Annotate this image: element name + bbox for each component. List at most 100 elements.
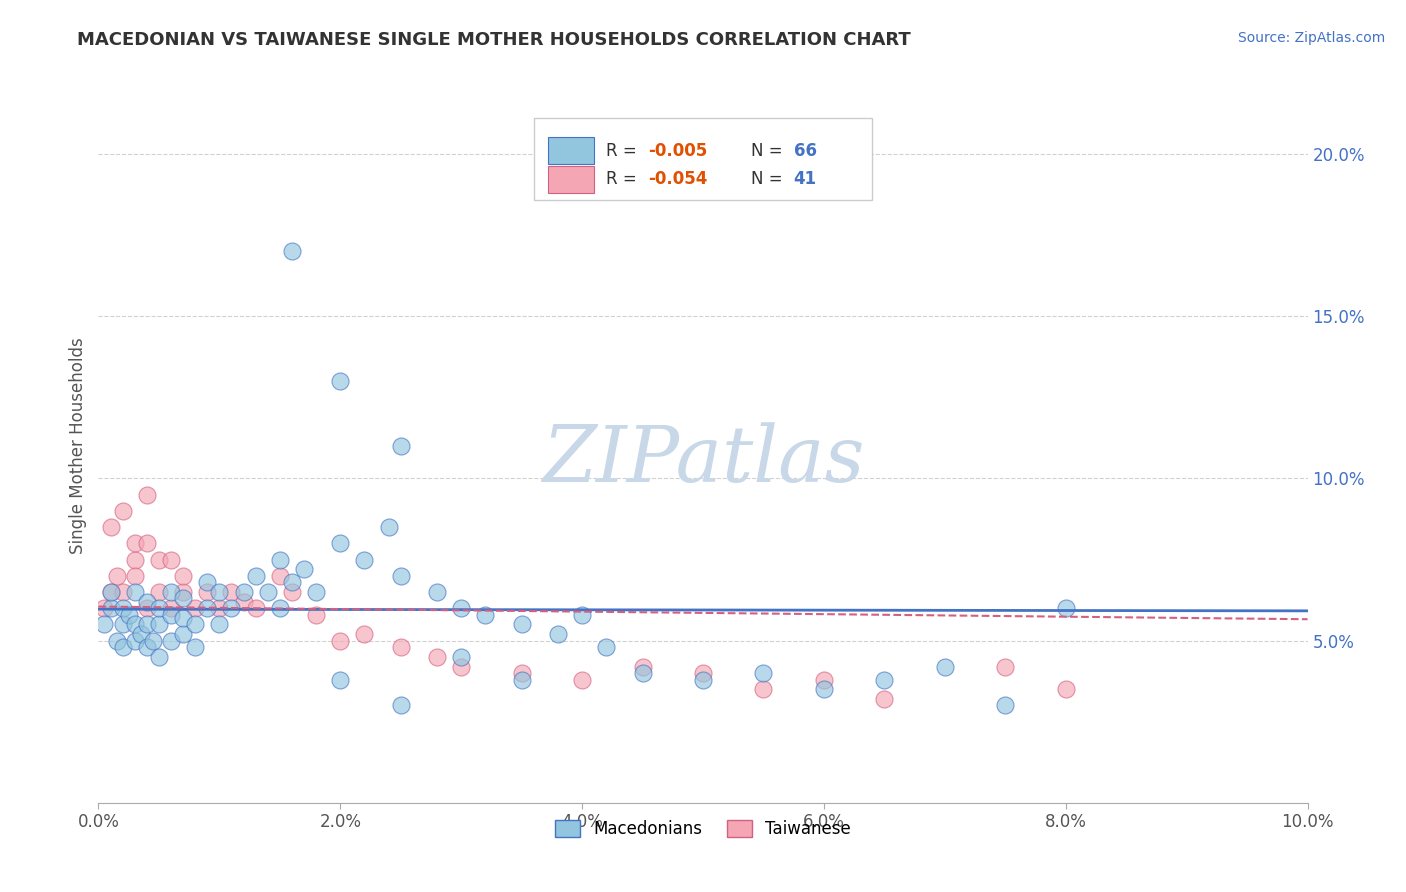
Point [111,640,134,654]
Point [221,601,243,615]
Point [135,595,157,609]
Point [111,601,134,615]
Point [135,601,157,615]
Point [135,617,157,632]
Point [934,659,956,673]
Point [329,633,352,648]
Point [142,633,165,648]
Point [547,627,569,641]
Point [245,568,267,582]
Point [111,617,134,632]
Point [353,552,375,566]
Text: -0.005: -0.005 [648,142,707,160]
Point [148,552,170,566]
Bar [548,137,595,164]
Point [148,585,170,599]
Point [571,673,593,687]
Bar [534,118,872,200]
Point [873,692,896,706]
Point [281,575,304,590]
Point [269,601,291,615]
Text: R =: R = [606,142,643,160]
Point [232,585,254,599]
Point [305,607,328,622]
Point [269,552,291,566]
Point [184,601,207,615]
Point [124,633,146,648]
Point [631,666,654,681]
Point [873,673,896,687]
Point [994,698,1017,713]
Point [172,568,194,582]
Point [208,617,231,632]
Point [93,601,115,615]
Point [245,601,267,615]
Point [692,673,714,687]
Point [426,649,449,664]
Point [510,617,533,632]
Point [813,673,835,687]
Point [281,244,304,259]
Point [124,536,146,550]
Point [813,682,835,697]
Point [160,601,183,615]
Point [160,607,183,622]
Point [389,698,412,713]
Legend: Macedonians, Taiwanese: Macedonians, Taiwanese [548,813,858,845]
Point [1054,601,1077,615]
Text: N =: N = [751,142,789,160]
Point [160,633,183,648]
Point [160,552,183,566]
Text: R =: R = [606,170,643,188]
Text: N =: N = [751,170,789,188]
Point [160,585,183,599]
Point [595,640,617,654]
Point [100,601,122,615]
Text: 66: 66 [793,142,817,160]
Point [752,682,775,697]
Point [389,439,412,453]
Point [124,568,146,582]
Point [172,611,194,625]
Point [510,666,533,681]
Point [692,666,714,681]
Point [389,568,412,582]
Point [1054,682,1077,697]
Point [269,568,291,582]
Point [100,520,122,534]
Point [994,659,1017,673]
Text: Source: ZipAtlas.com: Source: ZipAtlas.com [1237,31,1385,45]
Point [292,562,315,576]
Point [450,601,472,615]
Text: 41: 41 [793,170,817,188]
Point [124,552,146,566]
Point [172,627,194,641]
Point [450,649,472,664]
Point [111,585,134,599]
Point [100,585,122,599]
Point [305,585,328,599]
Point [195,575,218,590]
Point [631,659,654,673]
Point [184,617,207,632]
Point [221,585,243,599]
Point [124,585,146,599]
Point [195,585,218,599]
Point [135,488,157,502]
Point [353,627,375,641]
Point [118,607,141,622]
Point [172,591,194,606]
Point [124,617,146,632]
Point [135,536,157,550]
Point [135,640,157,654]
Point [329,536,352,550]
Point [329,673,352,687]
Point [148,617,170,632]
Text: ZIPatlas: ZIPatlas [541,422,865,499]
Point [184,640,207,654]
Point [208,585,231,599]
Point [129,627,152,641]
Point [100,585,122,599]
Point [105,568,128,582]
Point [450,659,472,673]
